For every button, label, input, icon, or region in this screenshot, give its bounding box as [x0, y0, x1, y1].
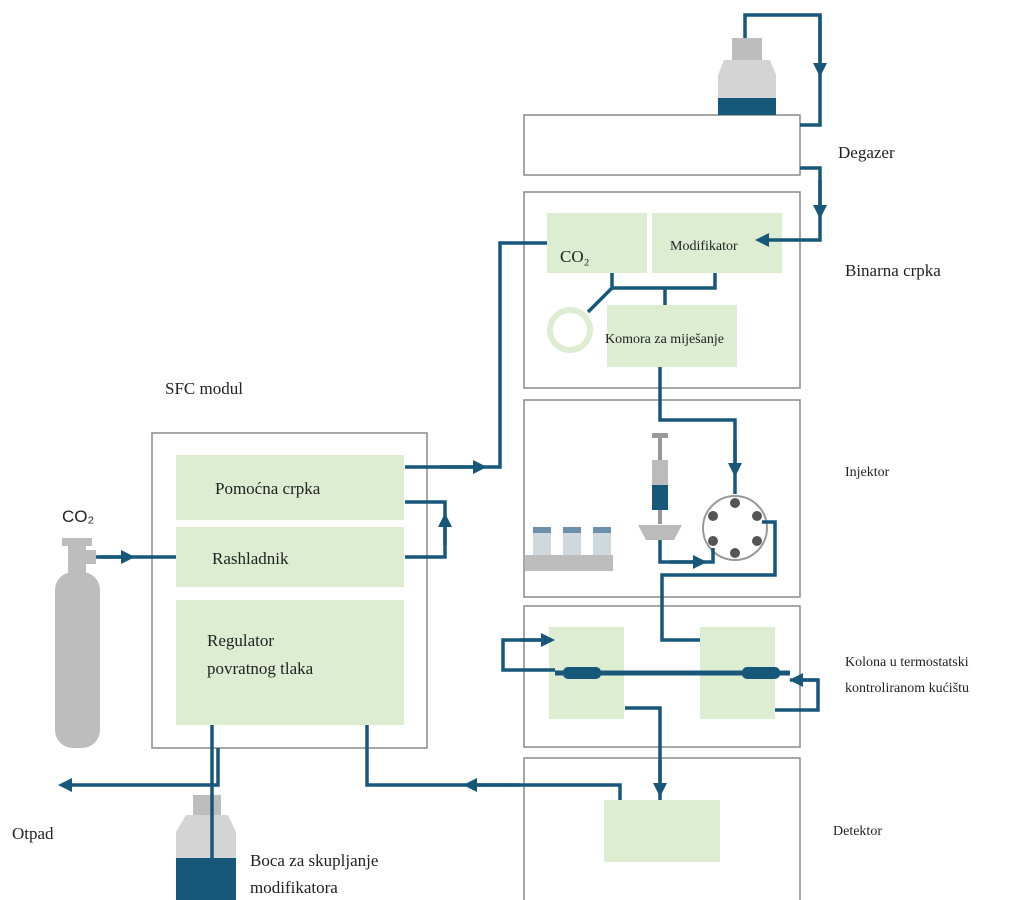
injection-valve [702, 495, 768, 561]
label: Regulator [207, 631, 274, 650]
label: Detektor [833, 824, 882, 839]
cylinder-handle [62, 538, 92, 546]
tubing [58, 13, 827, 870]
label: modifikatora [250, 878, 338, 897]
mixing-block [607, 305, 737, 367]
collect-cap [193, 795, 221, 815]
valve-ports [708, 498, 762, 558]
bottle-cap [732, 38, 762, 60]
co2-block [547, 213, 647, 273]
label: Degazer [838, 143, 895, 162]
syringe [638, 433, 682, 540]
aux-pump-block [176, 455, 404, 520]
label: Binarna crpka [845, 261, 941, 280]
degazer-box [523, 114, 801, 176]
label: CO₂ [560, 247, 590, 266]
pump-head [547, 307, 593, 353]
label: Modifikator [670, 239, 738, 254]
label: Komora za miješanje [605, 332, 724, 347]
cylinder [55, 572, 100, 748]
label: Pomoćna crpka [215, 479, 321, 498]
label: kontroliranom kućištu [845, 681, 969, 696]
label: Kolona u termostatski [845, 655, 969, 670]
label: Boca za skupljanje [250, 851, 378, 870]
cylinder-outlet [86, 550, 96, 564]
label: Injektor [845, 465, 890, 480]
vials [533, 527, 611, 555]
cooler-block [176, 527, 404, 587]
label: SFC modul [165, 379, 243, 398]
label: Otpad [12, 824, 54, 843]
label: Rashladnik [212, 549, 289, 568]
collect-liquid [176, 858, 236, 900]
regulator-block [176, 600, 404, 725]
sample-tray [525, 555, 613, 571]
bottle-liquid [718, 98, 776, 115]
cylinder-valve [68, 545, 86, 573]
label: povratnog tlaka [207, 659, 314, 678]
detector-block [604, 800, 720, 862]
label: CO₂ [62, 507, 94, 526]
